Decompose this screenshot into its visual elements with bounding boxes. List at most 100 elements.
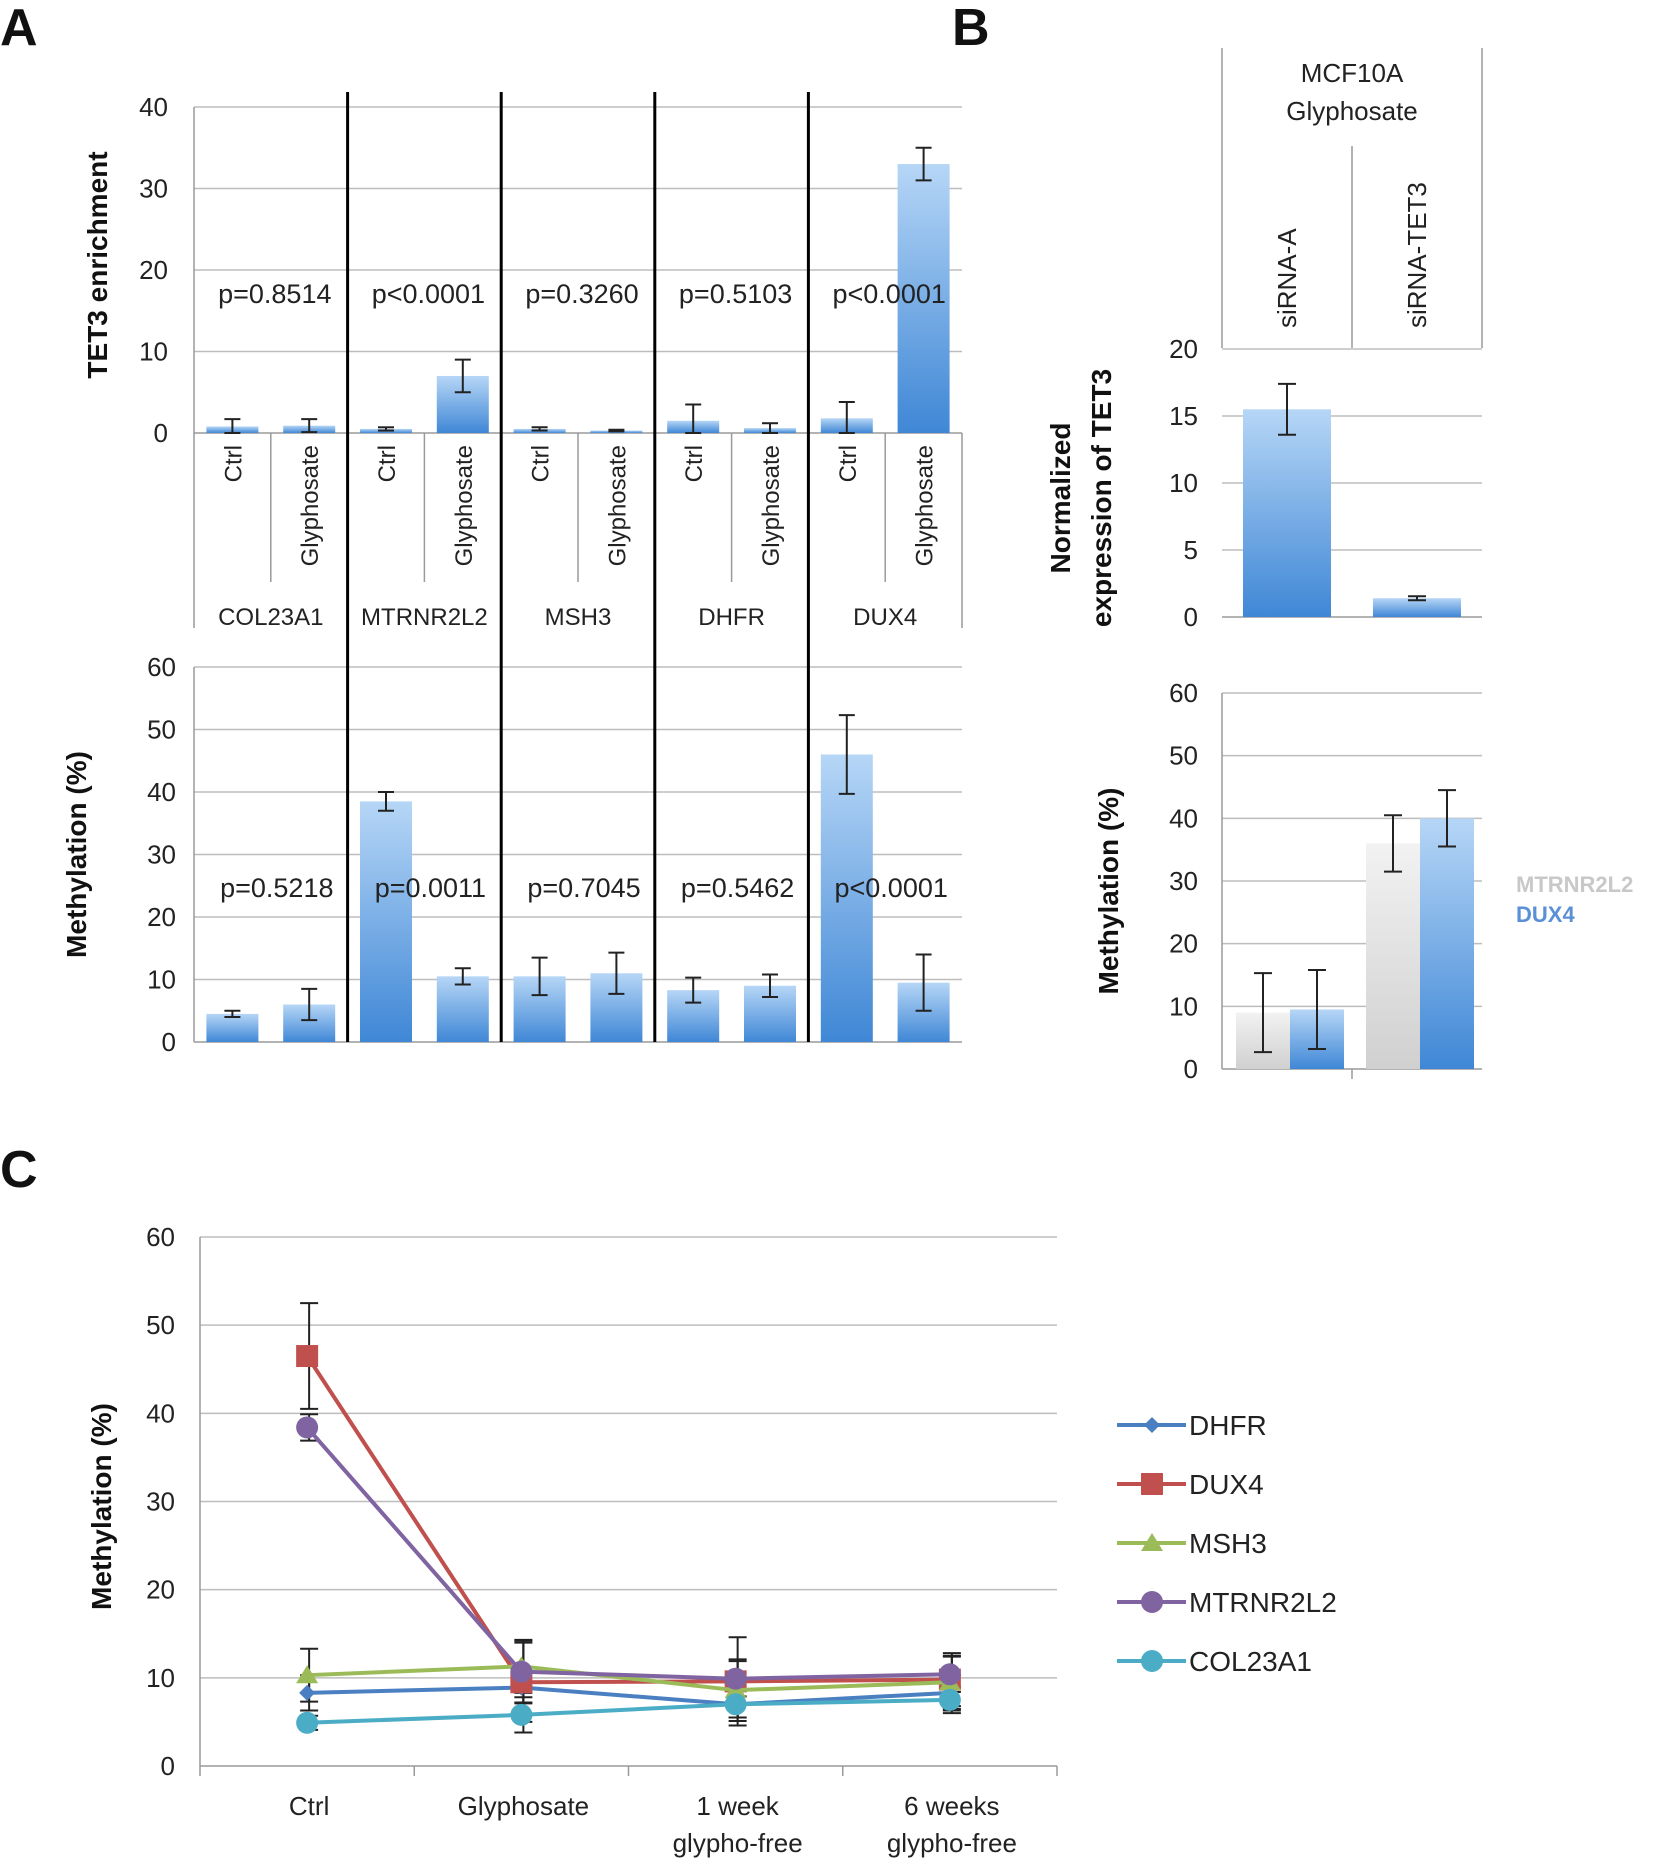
- a-bottom-p-value: p=0.5462: [681, 873, 794, 903]
- c-point-col23a1: [938, 1688, 961, 1711]
- panel-letter-a: A: [0, 0, 38, 57]
- a-top-p-value: p=0.8514: [218, 279, 331, 309]
- c-x-label-ctrl: Ctrl: [289, 1791, 329, 1821]
- panel-c: 0 10 20 30 40 50 60 Ctrl Glyphosate 1 week glypho-…: [86, 1222, 1337, 1858]
- a-top-y-tick: 30: [139, 174, 168, 204]
- b-legend-dux4: DUX4: [1516, 902, 1575, 927]
- c-legend-marker-msh3: [1141, 1533, 1163, 1551]
- a-bottom-bar-dux4-ctrl: [820, 754, 873, 1042]
- a-top-y-label: TET3 enrichment: [82, 151, 113, 378]
- c-x-label-1-week-glypho-free: glypho-free: [673, 1828, 803, 1858]
- b-title-line-2: Glyphosate: [1286, 96, 1418, 126]
- a-bottom-y-tick: 20: [147, 902, 176, 932]
- b-top-bar-sirna-a: [1243, 409, 1331, 617]
- b-top-y-label-line-2: expression of TET3: [1086, 369, 1117, 627]
- a-gene-label: MSH3: [545, 604, 612, 631]
- a-gene-label: COL23A1: [218, 604, 323, 631]
- c-legend-label-col23a1: COL23A1: [1189, 1646, 1312, 1677]
- a-top-p-value: p=0.5103: [679, 279, 792, 309]
- b-top-y-tick: 15: [1169, 401, 1198, 431]
- a-condition-label: Ctrl: [681, 445, 708, 482]
- b-title-line-1: MCF10A: [1301, 58, 1404, 88]
- panel-b: MCF10A Glyphosate siRNA-A siRNA-TET3 0 5 10 15 2…: [1045, 48, 1633, 1084]
- panel-letter-b: B: [952, 0, 990, 57]
- a-condition-label: Glyphosate: [297, 445, 324, 566]
- c-point-col23a1: [510, 1703, 533, 1726]
- a-bottom-y-tick: 40: [147, 777, 176, 807]
- b-bottom-y-label: Methylation (%): [1093, 788, 1124, 995]
- c-series-line-mtrnr2l2: [305, 1426, 950, 1681]
- c-legend-marker-col23a1: [1141, 1650, 1163, 1672]
- a-bottom-p-value: p=0.7045: [527, 873, 640, 903]
- a-bottom-y-tick: 10: [147, 965, 176, 995]
- c-y-tick: 40: [146, 1398, 175, 1428]
- c-y-tick: 50: [146, 1310, 175, 1340]
- a-bottom-bar-col23a1-ctrl: [206, 1013, 259, 1042]
- a-condition-label: Glyphosate: [451, 445, 478, 566]
- a-bottom-p-value: p=0.0011: [375, 873, 486, 903]
- c-legend-marker-mtrnr2l2: [1141, 1591, 1163, 1613]
- c-series-line-dux4: [305, 1354, 950, 1685]
- c-series-line-col23a1: [307, 1697, 950, 1725]
- a-top-y-tick: 10: [139, 337, 168, 367]
- c-series-line-msh3: [307, 1664, 950, 1693]
- c-y-tick: 30: [146, 1487, 175, 1517]
- a-condition-label: Glyphosate: [912, 445, 939, 566]
- c-point-mtrnr2l2: [938, 1663, 961, 1686]
- b-category-sirna-a: siRNA-A: [1272, 228, 1302, 328]
- a-top-bar-dux4-glyphosate: [897, 164, 950, 434]
- a-bottom-y-tick: 30: [147, 840, 176, 870]
- c-y-tick: 60: [146, 1222, 175, 1252]
- a-condition-label: Glyphosate: [758, 445, 785, 566]
- a-gene-label: DUX4: [853, 604, 917, 631]
- a-bottom-y-tick: 0: [162, 1027, 176, 1057]
- a-top-p-value: p<0.0001: [833, 279, 946, 309]
- a-condition-label: Ctrl: [835, 445, 862, 482]
- a-bottom-bar-mtrnr2l2-glyphosate: [436, 976, 489, 1042]
- b-bottom-y-tick: 30: [1169, 866, 1198, 896]
- c-point-dux4: [296, 1345, 319, 1368]
- a-bottom-y-tick: 60: [147, 652, 176, 682]
- a-bottom-y-label: Methylation (%): [61, 751, 92, 958]
- a-condition-label: Ctrl: [528, 445, 555, 482]
- panel-letter-c: C: [0, 1141, 38, 1199]
- b-top-y-label-line-1: Normalized: [1045, 423, 1076, 574]
- c-x-label-1-week-glypho-free: 1 week: [696, 1791, 779, 1821]
- c-y-tick: 0: [161, 1751, 175, 1781]
- b-bottom-bar-dux4-sirna-tet3: [1420, 818, 1474, 1069]
- c-legend-marker-dhfr: [1144, 1417, 1160, 1433]
- c-series-line-dhfr: [307, 1685, 950, 1707]
- a-condition-label: Glyphosate: [604, 445, 631, 566]
- c-point-mtrnr2l2: [724, 1667, 747, 1690]
- b-bottom-bar-mtrnr2l2-sirna-tet3: [1366, 843, 1420, 1069]
- c-legend-label-msh3: MSH3: [1189, 1528, 1267, 1559]
- b-bottom-y-tick: 40: [1169, 803, 1198, 833]
- a-top-y-tick: 20: [139, 255, 168, 285]
- b-bottom-y-tick: 60: [1169, 678, 1198, 708]
- b-bottom-y-tick: 0: [1184, 1054, 1198, 1084]
- c-point-mtrnr2l2: [510, 1660, 533, 1683]
- c-legend-label-mtrnr2l2: MTRNR2L2: [1189, 1587, 1337, 1618]
- b-bottom-y-tick: 20: [1169, 929, 1198, 959]
- c-x-label-glyphosate: Glyphosate: [458, 1791, 590, 1821]
- c-point-col23a1: [724, 1693, 747, 1716]
- a-bottom-p-value: p=0.5218: [220, 873, 333, 903]
- c-x-label-6-weeks-glypho-free: 6 weeks: [904, 1791, 999, 1821]
- c-legend-marker-dux4: [1141, 1473, 1163, 1495]
- b-top-y-tick: 0: [1184, 602, 1198, 632]
- c-point-col23a1: [296, 1711, 319, 1734]
- b-category-sirna-tet3: siRNA-TET3: [1402, 182, 1432, 328]
- a-top-p-value: p=0.3260: [525, 279, 638, 309]
- c-y-label: Methylation (%): [86, 1403, 117, 1610]
- b-bottom-y-tick: 10: [1169, 991, 1198, 1021]
- a-gene-label: MTRNR2L2: [361, 604, 488, 631]
- c-point-msh3: [296, 1665, 319, 1684]
- c-y-tick: 10: [146, 1663, 175, 1693]
- a-top-y-tick: 40: [139, 92, 168, 122]
- a-bottom-y-tick: 50: [147, 715, 176, 745]
- a-condition-label: Ctrl: [374, 445, 401, 482]
- b-legend-mtrnr2l2: MTRNR2L2: [1516, 872, 1633, 897]
- panel-a: 0 10 20 30 40 TET3 enrichment Ctrl Glyphosate CO…: [61, 92, 963, 1057]
- a-top-y-tick: 0: [154, 418, 168, 448]
- c-x-label-6-weeks-glypho-free: glypho-free: [887, 1828, 1017, 1858]
